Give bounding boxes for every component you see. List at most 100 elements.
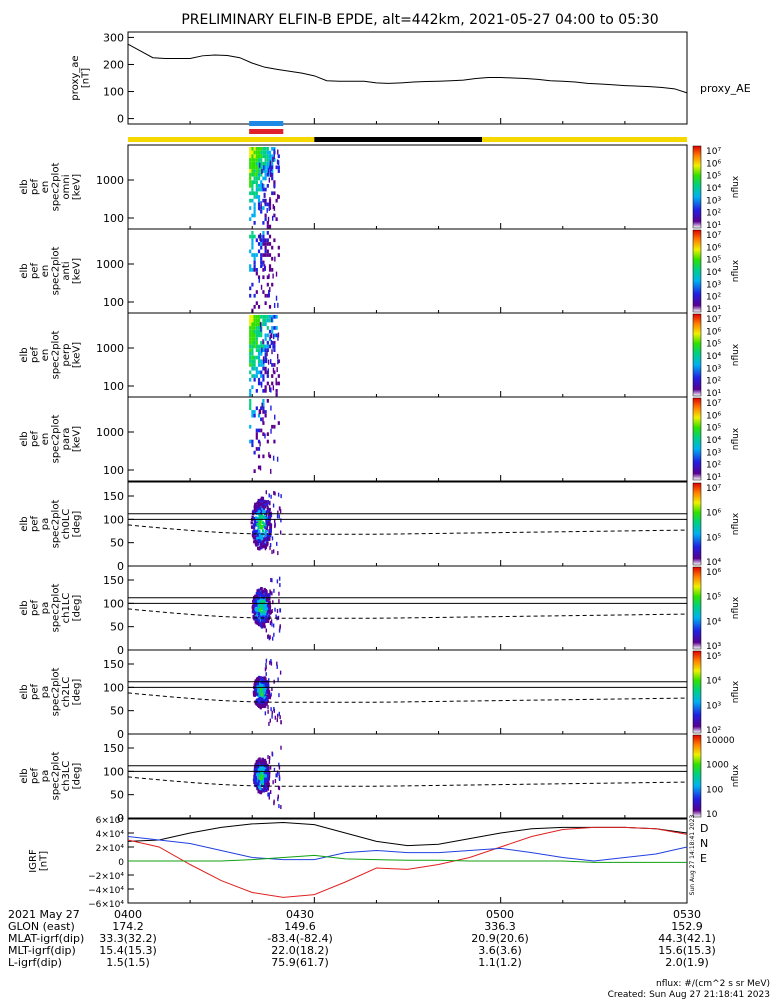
science-zone-marker-blue — [249, 121, 284, 126]
spectrogram-pixel — [262, 318, 265, 323]
spectrogram-pixel — [266, 154, 269, 159]
spectrogram-pixel — [265, 787, 268, 791]
spectrogram-pixel — [249, 206, 252, 210]
y-axis-label-line: [keV] — [71, 342, 82, 368]
spectrogram-pixel — [264, 238, 267, 243]
spectrogram-pixel — [264, 433, 266, 439]
spectrogram-pixel — [255, 147, 258, 151]
spectrogram-pixel — [253, 150, 256, 155]
spectrogram-pixel — [255, 187, 258, 192]
spectrogram-pixel — [259, 780, 263, 784]
colorbar-tick-label: 10³ — [706, 701, 721, 711]
spectrogram-pixel — [269, 501, 271, 506]
spectrogram-pixel — [268, 694, 271, 699]
colorbar-tick-label: 10⁴ — [706, 436, 721, 446]
colorbar-tick-label: 10³ — [706, 642, 721, 652]
spectrogram-pixel — [252, 599, 255, 603]
spectrogram-pixel — [266, 184, 269, 188]
spectrogram-pixel — [265, 682, 268, 686]
spectrogram-pixel — [270, 659, 272, 664]
spectrogram-pixel — [251, 374, 254, 378]
spectrogram-pixel — [255, 290, 258, 294]
spectrogram-pixel — [255, 529, 258, 533]
spectrogram-pixel — [257, 700, 260, 704]
igrf-panel: 6×10⁴ 4×10⁴ 2×10⁴ 0 −2×10⁴ −4×10⁴ −6×10⁴ IGRF [n… — [28, 815, 709, 910]
spectrogram-pixel — [276, 541, 278, 546]
spectrogram-pixel — [264, 687, 267, 691]
plot-frame — [127, 733, 688, 819]
spectrogram-pixel — [262, 615, 265, 619]
spectrogram-pixel — [257, 677, 261, 681]
spectrogram-pixel — [268, 755, 271, 760]
y-axis-label-line: [deg] — [71, 763, 82, 790]
spectrogram-pixel — [268, 384, 271, 390]
spectrogram-pixel — [264, 253, 267, 257]
spectrogram-pixel — [262, 253, 265, 257]
spectrogram-pixel — [259, 509, 263, 513]
spectrogram-pixel — [251, 337, 254, 341]
spectrogram-pixel — [263, 691, 266, 695]
spectrogram-pixel — [260, 382, 263, 388]
ephemeris-value: 75.9(61.7) — [271, 956, 329, 969]
colorbar-tick-label: 10³ — [706, 364, 721, 374]
spectrogram-pixel — [249, 249, 252, 254]
spectrogram-pixel — [249, 180, 252, 184]
spectrogram-pixel — [271, 340, 274, 345]
spectrogram-pixel — [260, 544, 264, 548]
spectrogram-pixel — [273, 348, 276, 352]
units-note: nflux: #/(cm^2 s sr MeV) — [656, 979, 770, 989]
spectrogram-pixel — [253, 377, 256, 382]
spectrogram-pixel — [262, 268, 265, 272]
spectrogram-pixel — [253, 161, 256, 166]
anti-loss-cone-dashed — [127, 608, 688, 619]
spectrogram-pixel — [269, 543, 272, 548]
colorbar-tick-label: 10⁵ — [706, 424, 721, 434]
colorbar-tick-label: 10³ — [706, 280, 721, 290]
spectrogram-pixel — [262, 507, 266, 511]
spectrogram-pixel — [261, 599, 265, 603]
spectrogram-pixel — [257, 694, 260, 698]
spectrogram-pixel — [267, 766, 270, 770]
spectrogram-pixel — [278, 804, 280, 809]
spectrogram-pixel — [257, 530, 261, 534]
spectrogram-pixel — [265, 519, 268, 523]
y-tick-label: 150 — [103, 574, 124, 587]
spectrogram-pixel — [261, 505, 264, 509]
spectrogram-pixel — [249, 424, 252, 429]
spectrogram-pixel — [258, 162, 261, 168]
spectrogram-pixel — [271, 176, 274, 181]
spectrogram-pixel — [266, 147, 269, 151]
y-axis-label-line: pa — [40, 518, 51, 530]
spectrogram-pixel — [273, 315, 276, 319]
spectrogram-pixel — [266, 694, 269, 698]
spectrogram-pixel — [253, 355, 256, 360]
spectrogram-pixel — [276, 514, 279, 519]
spectrogram-pixel — [253, 264, 256, 268]
y-axis-label-line: [nT] — [80, 68, 91, 88]
spectrogram-pixel — [253, 221, 256, 225]
spectrogram-pixel — [262, 275, 265, 280]
spectrogram-pixel — [264, 529, 268, 533]
spectrogram-pixel — [260, 768, 264, 772]
spectrogram-pixel — [255, 337, 258, 341]
spectrogram-pixel — [264, 711, 267, 716]
spectrogram-pixel — [265, 767, 268, 772]
colorbar-tick-label: 10⁵ — [706, 256, 721, 266]
spectrogram-pixel — [254, 617, 257, 621]
spectrogram-pixel — [253, 410, 256, 414]
spectrogram-pixel — [273, 519, 276, 524]
spectrogram-panel-1: 1000 100 elb pef en spec2plot omni [keV] 10⁷ 10⁶ 1… — [19, 144, 741, 231]
spectrogram-pixel — [264, 344, 267, 349]
spectrogram-pixel — [260, 363, 263, 367]
spectrogram-pixel — [255, 688, 258, 692]
spectrogram-pixel — [263, 625, 266, 629]
spectrogram-pixel — [273, 363, 276, 367]
y-axis-label-line: para — [61, 428, 72, 451]
spectrogram-pixel — [271, 424, 274, 429]
spectrogram-pixel — [266, 351, 268, 357]
spectrogram-pixel — [267, 216, 270, 222]
spectrogram-pixel — [272, 343, 274, 349]
spectrogram-pixel — [249, 352, 252, 356]
spectrogram-pixel — [266, 315, 269, 319]
spectrogram-pixel — [257, 596, 260, 600]
